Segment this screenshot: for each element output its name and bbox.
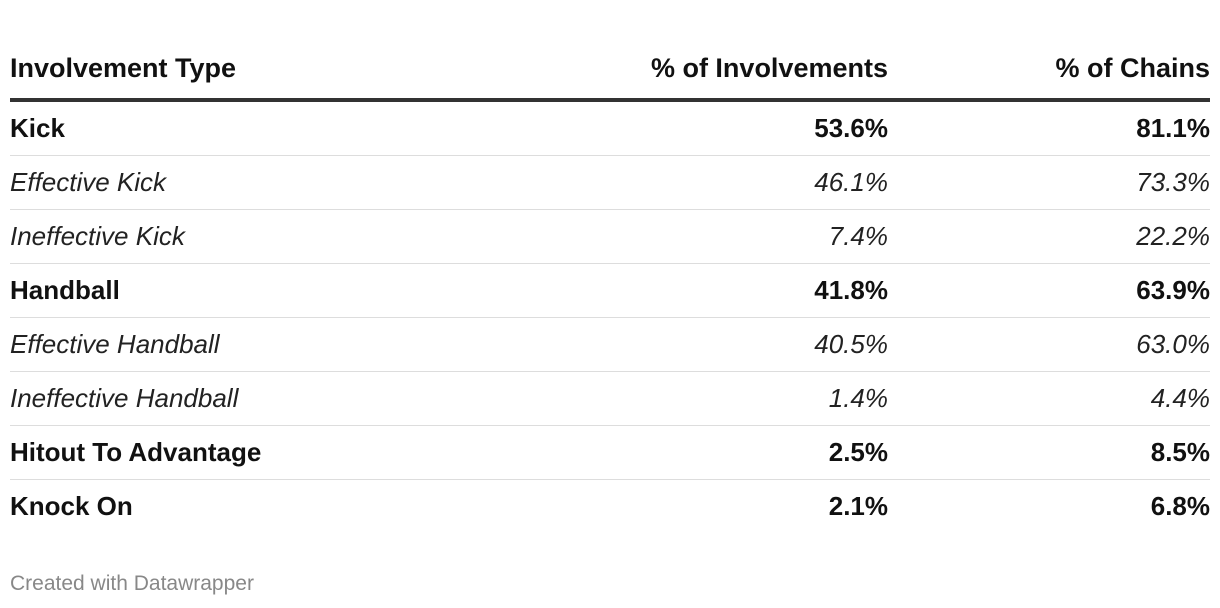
cell-pct-involvements: 2.1% [828, 491, 888, 521]
table-row: Hitout To Advantage 2.5% 8.5% [10, 425, 1210, 480]
table-row: Knock On 2.1% 6.8% [10, 480, 1210, 534]
cell-pct-involvements: 40.5% [570, 317, 888, 372]
cell-involvement-type: Handball [10, 263, 570, 318]
cell-pct-chains: 8.5% [888, 425, 1210, 480]
table-row: Effective Kick 46.1% 73.3% [10, 155, 1210, 210]
cell-pct-involvements: 1.4% [570, 371, 888, 426]
cell-involvement-type: Ineffective Handball [10, 371, 570, 426]
cell-pct-chains: 73.3% [888, 155, 1210, 210]
table-row: Kick 53.6% 81.1% [10, 100, 1210, 156]
data-table-container: Involvement Type % of Involvements % of … [10, 38, 1210, 533]
cell-involvement-type: Ineffective Kick [10, 209, 570, 264]
footer-credit: Created with Datawrapper [10, 572, 254, 595]
cell-pct-chains: 63.0% [888, 317, 1210, 372]
cell-pct-chains: 81.1% [888, 100, 1210, 156]
table-row: Ineffective Kick 7.4% 22.2% [10, 209, 1210, 264]
cell-pct-chains: 4.4% [888, 371, 1210, 426]
table-row: Ineffective Handball 1.4% 4.4% [10, 371, 1210, 426]
cell-pct-involvements: 41.8% [570, 263, 888, 318]
cell-pct-involvements: 7.4% [570, 209, 888, 264]
header-row: Involvement Type % of Involvements % of … [10, 38, 1210, 102]
cell-pct-chains: 63.9% [888, 263, 1210, 318]
involvement-table: Involvement Type % of Involvements % of … [10, 38, 1210, 533]
cell-pct-involvements: 53.6% [570, 100, 888, 156]
cell-pct-chains: 6.8% [1150, 491, 1210, 521]
column-header-involvement-type: Involvement Type [10, 38, 570, 102]
column-header-pct-chains: % of Chains [888, 38, 1210, 102]
table-row: Effective Handball 40.5% 63.0% [10, 317, 1210, 372]
cell-pct-chains: 22.2% [888, 209, 1210, 264]
cell-involvement-type: Effective Handball [10, 317, 570, 372]
cell-involvement-type: Knock On [10, 491, 133, 521]
table-header: Involvement Type % of Involvements % of … [10, 38, 1210, 102]
cell-involvement-type: Kick [10, 100, 570, 156]
cell-involvement-type: Effective Kick [10, 155, 570, 210]
cell-involvement-type: Hitout To Advantage [10, 425, 570, 480]
table-row: Handball 41.8% 63.9% [10, 263, 1210, 318]
cell-pct-involvements: 46.1% [570, 155, 888, 210]
column-header-pct-involvements: % of Involvements [570, 38, 888, 102]
table-body: Kick 53.6% 81.1% Effective Kick 46.1% 73.3% In… [10, 100, 1210, 533]
cell-pct-involvements: 2.5% [570, 425, 888, 480]
